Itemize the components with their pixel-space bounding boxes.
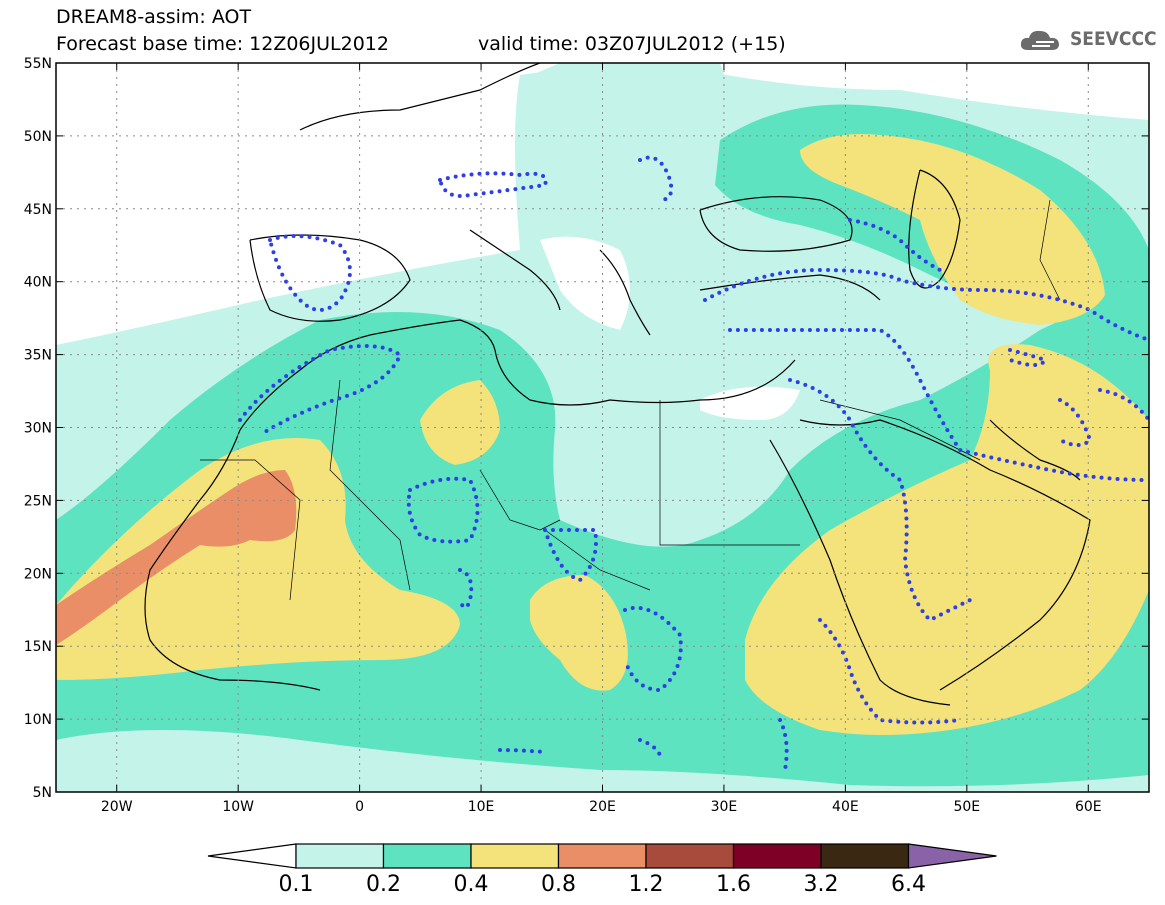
x-tick-label: 20E <box>589 799 616 815</box>
y-tick-label: 55N <box>24 56 52 72</box>
coast-caspian <box>908 169 961 289</box>
x-tick-label: 30E <box>711 799 738 815</box>
x-tick-label: 50E <box>953 799 980 815</box>
aot-band-0-4-chad <box>530 575 628 691</box>
clean-area-levant <box>700 386 800 420</box>
colorbar-swatch <box>470 843 560 869</box>
coast-africa-west <box>144 429 321 691</box>
colorbar-label: 0.1 <box>278 872 314 897</box>
coast-italy <box>469 229 561 311</box>
coast-iberia <box>249 234 411 322</box>
y-tick-label: 15N <box>24 639 52 655</box>
coast-europe <box>299 63 541 131</box>
dotted-contours <box>238 155 1149 772</box>
y-tick-label: 10N <box>24 712 52 728</box>
coast-black-sea <box>699 196 853 252</box>
x-tick-label: 10E <box>468 799 495 815</box>
coast-red-sea <box>769 439 951 706</box>
y-tick-label: 25N <box>24 493 52 509</box>
colorbar-label: 1.6 <box>716 872 751 897</box>
map-title: DREAM8-assim: AOT <box>56 6 252 28</box>
colorbar <box>207 843 997 869</box>
aot-band-0-4-west <box>56 438 460 680</box>
colorbar-swatch <box>820 843 910 869</box>
y-tick-label: 35N <box>24 348 52 364</box>
coast-arabia <box>799 419 1091 691</box>
y-tick-label: 30N <box>24 421 52 437</box>
coast-turkey <box>699 274 881 301</box>
clean-area-med <box>540 236 630 330</box>
cloud-icon <box>1020 30 1059 50</box>
logo-text: SEEVCCC <box>1070 28 1157 50</box>
colorbar-swatch <box>295 843 385 869</box>
colorbar-swatch <box>732 843 822 869</box>
colorbar-swatch <box>645 843 735 869</box>
y-tick-label: 50N <box>24 129 52 145</box>
coast-greece <box>599 249 651 336</box>
aot-band-0-4-libya <box>420 380 500 465</box>
aot-fields <box>56 63 1149 792</box>
forecast-base-time: Forecast base time: 12Z06JUL2012 <box>56 33 389 55</box>
coastlines <box>144 63 1091 706</box>
y-tick-label: 40N <box>24 275 52 291</box>
colorbar-label: 0.8 <box>541 872 576 897</box>
valid-time: valid time: 03Z07JUL2012 (+15) <box>478 33 786 55</box>
x-tick-label: 20W <box>101 799 133 815</box>
colorbar-low-arrow <box>207 843 297 869</box>
colorbar-swatch <box>557 843 647 869</box>
colorbar-label: 0.2 <box>366 872 401 897</box>
x-ticks: 20W 10W 0 10E 20E 30E 40E 50E 60E <box>101 63 1102 815</box>
x-tick-label: 0 <box>355 799 364 815</box>
x-tick-label: 40E <box>832 799 859 815</box>
y-tick-label: 45N <box>24 202 52 218</box>
colorbar-label: 3.2 <box>803 872 839 897</box>
aot-band-0-4-caspian <box>800 134 1105 325</box>
grid <box>56 63 1149 792</box>
coast-africa-north <box>239 319 796 431</box>
y-tick-label: 20N <box>24 566 52 582</box>
y-tick-label: 5N <box>33 785 52 801</box>
colorbar-label: 1.2 <box>628 872 664 897</box>
colorbar-high-arrow <box>907 843 997 869</box>
aot-band-0-8 <box>56 470 297 645</box>
x-tick-label: 60E <box>1075 799 1102 815</box>
aot-band-0-1-europe <box>520 63 740 230</box>
colorbar-label: 6.4 <box>891 872 926 897</box>
borders <box>200 199 1061 601</box>
colorbar-label: 0.4 <box>453 872 489 897</box>
y-ticks: 5N 10N 15N 20N 25N 30N 35N 40N 45N 50N 55N <box>24 56 1149 801</box>
colorbar-swatch <box>382 843 472 869</box>
aot-band-0-4-east <box>745 344 1149 735</box>
x-tick-label: 10W <box>222 799 254 815</box>
